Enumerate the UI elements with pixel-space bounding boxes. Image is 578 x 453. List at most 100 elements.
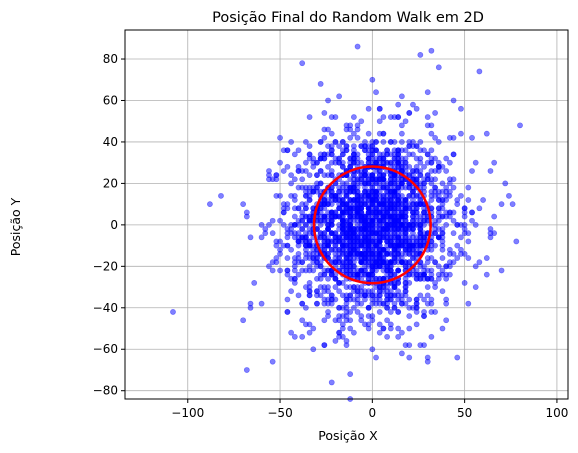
data-point (369, 250, 376, 257)
y-tick-label: −80 (93, 384, 118, 398)
data-point (373, 192, 379, 199)
data-point (339, 292, 346, 299)
data-point (306, 292, 313, 299)
data-point (487, 168, 494, 174)
data-point (362, 292, 368, 299)
data-point (428, 333, 435, 340)
data-point (439, 188, 446, 195)
data-point (243, 213, 250, 220)
data-point (376, 284, 383, 290)
data-point (439, 180, 446, 187)
data-point (439, 238, 446, 245)
y-tick-label: −40 (93, 301, 118, 315)
data-point (280, 147, 287, 154)
data-point (291, 192, 298, 199)
data-point (339, 304, 346, 311)
data-point (410, 201, 416, 208)
data-point (380, 155, 387, 162)
data-point (454, 201, 461, 208)
data-point (446, 271, 453, 278)
data-point (424, 284, 431, 290)
data-point (328, 271, 335, 278)
data-point (373, 226, 379, 232)
data-point (424, 176, 431, 183)
data-point (402, 263, 409, 270)
data-point (170, 309, 176, 315)
data-point (332, 159, 339, 166)
data-point (476, 259, 483, 266)
data-point (291, 263, 298, 270)
data-point (458, 234, 464, 241)
y-tick-label: 0 (110, 218, 118, 232)
x-tick-label: −50 (267, 406, 292, 420)
data-point (325, 226, 331, 232)
data-point (314, 159, 320, 166)
data-point (413, 213, 420, 220)
data-point (395, 309, 402, 315)
data-point (402, 284, 409, 290)
data-point (469, 209, 475, 216)
data-point (314, 184, 320, 191)
data-point (362, 271, 368, 278)
data-point (465, 238, 472, 245)
data-point (384, 226, 391, 232)
data-point (321, 242, 328, 249)
data-point (472, 159, 479, 166)
data-point (295, 255, 302, 261)
data-point (421, 271, 427, 278)
data-point (317, 230, 324, 237)
data-point (439, 246, 446, 253)
data-point (306, 329, 313, 336)
data-point (347, 176, 354, 183)
data-point (413, 143, 420, 149)
data-point (299, 60, 306, 67)
data-point (428, 130, 435, 137)
data-point (350, 304, 357, 311)
x-tick-label: 100 (545, 406, 568, 420)
data-point (428, 255, 435, 261)
data-point (358, 226, 365, 232)
data-point (347, 201, 354, 208)
data-point (450, 184, 457, 191)
data-point (483, 271, 490, 278)
data-point (343, 122, 350, 129)
data-point (384, 267, 391, 274)
data-point (513, 238, 520, 245)
data-point (384, 333, 391, 340)
data-point (376, 255, 383, 261)
data-point (410, 101, 416, 108)
data-point (509, 201, 516, 208)
data-point (398, 122, 405, 129)
data-point (339, 209, 346, 216)
data-point (365, 180, 372, 187)
x-tick-label: 0 (369, 406, 377, 420)
data-point (384, 188, 391, 195)
data-point (295, 292, 302, 299)
data-point (350, 296, 357, 303)
data-point (450, 97, 457, 104)
data-point (369, 271, 376, 278)
data-point (391, 304, 398, 311)
data-point (376, 180, 383, 187)
data-point (358, 259, 365, 266)
data-point (243, 367, 250, 373)
data-point (247, 234, 254, 241)
data-point (314, 275, 320, 282)
data-point (398, 221, 405, 228)
grid (125, 30, 568, 399)
data-point (291, 333, 298, 340)
data-point (417, 139, 424, 145)
data-point (380, 325, 387, 332)
data-point (207, 201, 213, 208)
data-point (273, 176, 280, 183)
data-point (328, 246, 335, 253)
data-point (369, 313, 376, 319)
y-tick-label: 20 (103, 176, 118, 190)
data-point (321, 110, 328, 116)
data-point (428, 300, 435, 307)
data-point (384, 159, 391, 166)
data-point (332, 139, 339, 145)
data-point (387, 321, 394, 328)
data-point (273, 259, 280, 266)
